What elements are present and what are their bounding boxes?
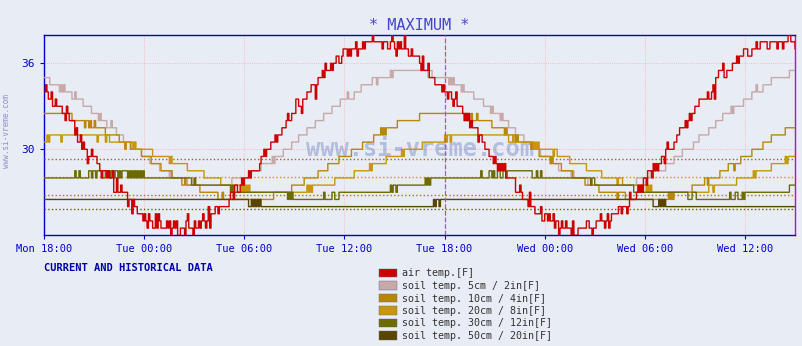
- Title: * MAXIMUM *: * MAXIMUM *: [369, 18, 469, 34]
- Text: www.si-vreme.com: www.si-vreme.com: [306, 137, 533, 161]
- Legend: air temp.[F], soil temp. 5cm / 2in[F], soil temp. 10cm / 4in[F], soil temp. 20cm: air temp.[F], soil temp. 5cm / 2in[F], s…: [379, 268, 552, 341]
- Text: CURRENT AND HISTORICAL DATA: CURRENT AND HISTORICAL DATA: [44, 263, 213, 273]
- Text: www.si-vreme.com: www.si-vreme.com: [2, 94, 11, 169]
